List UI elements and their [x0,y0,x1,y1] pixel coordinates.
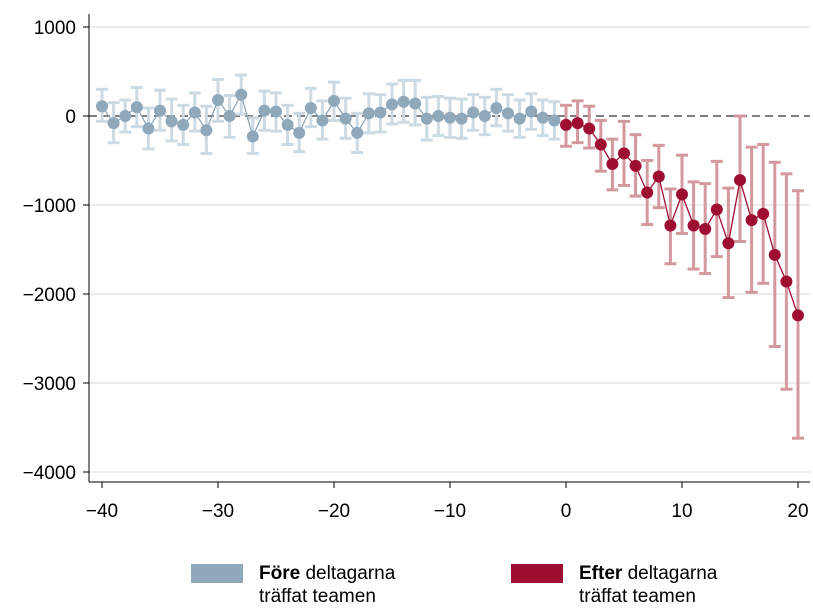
data-point-before [304,101,317,114]
data-point-before [258,104,271,117]
legend-label-before-rest1: deltagarna [305,563,396,584]
data-point-after [618,147,630,160]
data-point-before [374,106,387,119]
data-point-before [467,106,480,119]
data-point-after [768,248,781,261]
data-point-before [223,110,236,122]
y-axis-ticks: 1000 0 −1000 −2000 −3000 −4000 [23,18,89,484]
data-point-after [571,117,584,130]
legend-label-before-bold: Före [259,563,301,584]
y-tick-label: −2000 [23,285,76,306]
legend-item-after: Efter deltagarna träffat teamen [511,562,717,608]
data-point-after [606,158,619,171]
data-point-before [409,97,422,110]
data-point-after [745,214,758,227]
data-point-before [293,126,306,139]
legend-label-after: Efter deltagarna träffat teamen [579,562,717,608]
x-tick-label: 10 [671,501,692,522]
data-point-before [455,112,468,125]
legend-label-after-bold: Efter [579,563,623,584]
data-point-before [362,107,375,120]
data-point-before [525,105,538,118]
data-point-before [235,88,248,101]
x-tick-label: −10 [434,501,466,522]
legend-label-before-rest2: träffat teamen [259,586,376,607]
data-point-before [536,111,549,124]
data-point-before [107,117,120,130]
legend-label-after-rest1: deltagarna [627,563,718,584]
data-point-before [96,100,108,113]
x-tick-label: −30 [202,501,234,522]
data-point-after [687,219,700,232]
legend-label-before: Före deltagarna träffat teamen [259,562,395,608]
series-line-before [101,92,555,139]
x-tick-label: 20 [787,501,808,522]
y-tick-label: 0 [65,107,76,128]
data-point-after [722,237,735,250]
data-point-after [734,174,746,187]
x-tick-label: −40 [86,501,118,522]
data-point-after [664,219,677,232]
legend-swatch-before [191,564,243,583]
data-point-before [513,112,526,125]
series-points [96,88,804,322]
data-point-after [699,223,712,236]
data-point-before [328,94,340,107]
legend-label-after-rest2: träffat teamen [579,586,696,607]
data-point-before [548,114,561,127]
x-axis-ticks: −40 −30 −20 −10 0 10 20 [86,482,809,522]
data-point-before [397,95,410,108]
data-point-before [200,124,213,137]
data-point-before [351,126,364,139]
data-point-before [154,104,166,117]
data-point-after [583,122,596,135]
data-point-after [792,309,804,322]
x-tick-label: −20 [318,501,350,522]
data-point-before [177,118,190,131]
y-tick-label: −4000 [23,463,76,484]
x-tick-label: 0 [561,501,572,522]
data-point-before [490,101,503,114]
y-tick-label: −1000 [23,196,76,217]
data-point-before [212,93,224,106]
data-point-before [444,111,456,124]
y-tick-label: 1000 [34,18,76,39]
data-point-after [641,186,654,199]
data-point-before [270,105,282,118]
data-point-after [594,138,607,151]
data-point-before [188,106,201,119]
data-point-after [560,118,572,131]
data-point-before [246,130,259,143]
data-point-before [165,115,178,128]
data-point-before [119,110,132,122]
data-point-after [629,159,642,172]
data-point-after [757,207,770,220]
data-point-before [316,114,329,127]
data-point-before [339,112,352,125]
legend-swatch-after [511,564,563,583]
data-point-before [478,110,491,122]
legend-item-before: Före deltagarna träffat teamen [191,562,395,608]
gridlines [89,26,810,473]
data-point-before [502,107,514,120]
axes [88,14,810,483]
data-point-before [281,118,294,131]
data-point-before [432,110,445,122]
data-point-before [142,122,155,135]
data-point-after [652,170,665,183]
data-point-before [420,112,433,125]
data-point-before [386,98,398,111]
y-tick-label: −3000 [23,374,76,395]
data-point-after [710,203,723,216]
data-point-before [130,101,143,114]
data-point-after [780,275,793,288]
data-point-after [676,188,688,201]
